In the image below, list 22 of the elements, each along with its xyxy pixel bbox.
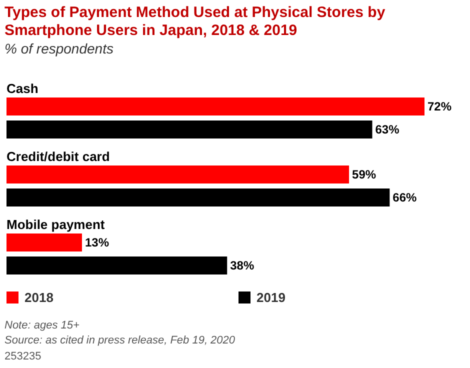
- data-label: 63%: [375, 122, 400, 136]
- bar: [6, 166, 350, 184]
- chart-subtitle: % of respondents: [4, 40, 114, 56]
- y-tick-label: Cash: [6, 81, 38, 96]
- chart-title: Types of Payment Method Used at Physical Stores by Smartphone Users in Japan, 2018 & 2019: [4, 4, 386, 39]
- legend-label: 2018: [24, 290, 54, 305]
- data-label: 59%: [352, 168, 376, 182]
- bar: [6, 256, 228, 274]
- bar: [6, 120, 372, 138]
- bar: [6, 188, 390, 206]
- source-note: Source: as cited in press release, Feb 19, 2020: [4, 334, 236, 346]
- data-label: 66%: [392, 190, 418, 204]
- bar: [6, 234, 82, 252]
- legend-label: 2019: [256, 290, 286, 305]
- text: Note: ages 15+: [4, 320, 80, 332]
- text: 253235: [4, 350, 42, 362]
- y-tick-label: Mobile payment: [6, 217, 106, 232]
- data-label: 38%: [230, 258, 254, 272]
- bar: [6, 98, 424, 116]
- data-label: 13%: [84, 236, 110, 250]
- data-label: 72%: [428, 100, 452, 114]
- y-tick-label: Credit/debit card: [6, 149, 110, 164]
